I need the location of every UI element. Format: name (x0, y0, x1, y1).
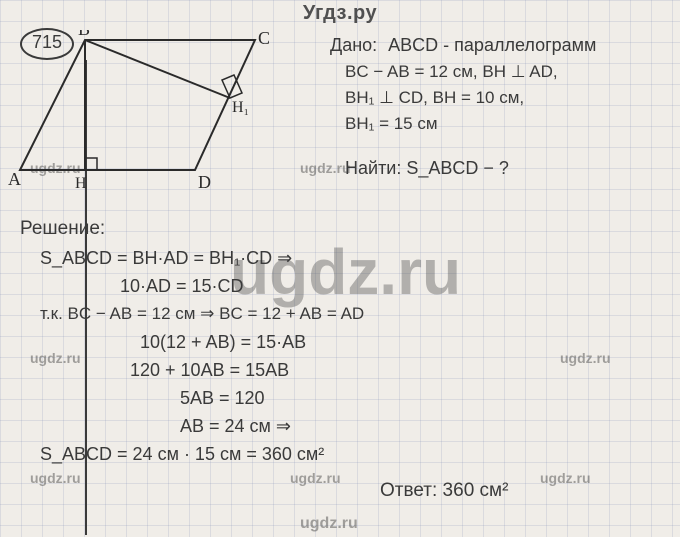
parallelogram-diagram: A B C D H H₁ (0, 30, 320, 210)
solution-s2: 10·AD = 15·CD (120, 276, 244, 297)
svg-text:H: H (75, 175, 87, 192)
solution-s8: S_ABCD = 24 см · 15 см = 360 см² (40, 444, 324, 465)
solution-title: Решение: (20, 218, 105, 240)
answer-line: Ответ: 360 см² (380, 480, 508, 502)
solution-s3: т.к. BC − AB = 12 см ⇒ BC = 12 + AB = AD (40, 304, 364, 324)
svg-text:D: D (198, 172, 211, 192)
solution-s5: 120 + 10AB = 15AB (130, 360, 289, 381)
given-title-text: Дано: (330, 35, 377, 55)
given-title: Дано: ABCD - параллелограмм (330, 35, 596, 56)
svg-text:A: A (8, 169, 21, 189)
solution-s1: S_ABCD = BH·AD = BH₁·CD ⇒ (40, 248, 292, 269)
solution-s6: 5AB = 120 (180, 388, 265, 409)
solution-s4: 10(12 + AB) = 15·AB (140, 332, 306, 353)
given-line4: BH₁ = 15 см (345, 114, 438, 134)
given-line3: BH₁ ⊥ CD, BH = 10 см, (345, 88, 524, 108)
given-line2: BC − AB = 12 см, BH ⊥ AD, (345, 62, 558, 82)
given-l1: ABCD - параллелограмм (388, 35, 596, 55)
svg-text:C: C (258, 30, 270, 48)
find-line: Найти: S_ABCD − ? (345, 158, 509, 179)
svg-text:H₁: H₁ (232, 99, 249, 116)
svg-text:B: B (78, 30, 90, 39)
solution-s7: AB = 24 см ⇒ (180, 416, 291, 437)
watermark-top: Угдз.ру (0, 2, 680, 25)
